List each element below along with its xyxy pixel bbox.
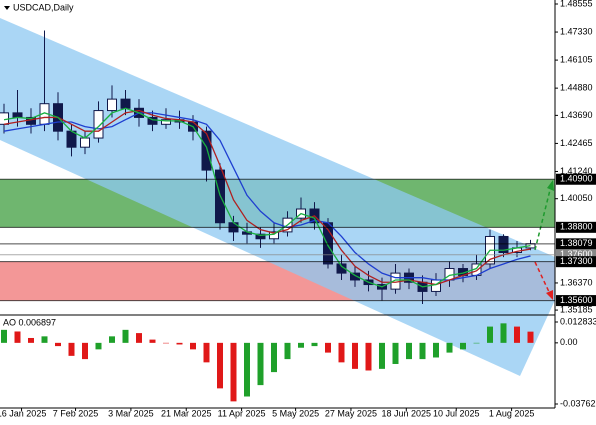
candle-body xyxy=(120,98,131,109)
y-tick-label: 1.40050 xyxy=(560,193,593,203)
candle-body xyxy=(161,119,171,125)
level-label-box xyxy=(556,295,596,307)
osc-bar xyxy=(460,342,466,350)
candle-body xyxy=(93,110,104,139)
x-tick-label: 11 Apr 2025 xyxy=(218,408,266,418)
osc-bar xyxy=(203,342,210,363)
y-tick-label: 1.47330 xyxy=(560,26,593,36)
osc-bar xyxy=(82,342,88,360)
level-label: 1.35600 xyxy=(560,295,593,305)
osc-bar xyxy=(95,342,102,350)
moving-average xyxy=(3,107,531,288)
osc-bar xyxy=(230,342,237,402)
osc-bar xyxy=(55,342,61,347)
level-label: 1.38079 xyxy=(560,238,593,248)
level-label-box xyxy=(556,173,596,185)
osc-bar xyxy=(433,342,439,358)
osc-bar xyxy=(217,342,223,389)
x-tick-label: 5 May 2025 xyxy=(272,408,319,418)
osc-bar xyxy=(136,333,142,343)
osc-bar xyxy=(190,342,196,350)
osc-bar xyxy=(68,342,75,356)
x-tick-label: 27 May 2025 xyxy=(325,408,377,418)
candle-body xyxy=(12,112,23,118)
osc-bar xyxy=(122,329,129,343)
level-label: 1.37600 xyxy=(560,249,593,259)
chart-title: USDCAD,Daily xyxy=(13,2,74,12)
menu-icon[interactable] xyxy=(4,6,10,10)
candle-body xyxy=(107,98,117,112)
osc-bar xyxy=(271,342,277,373)
level-label-box xyxy=(556,238,596,250)
level-label: 1.38800 xyxy=(560,222,593,232)
y-tick-label: 1.42465 xyxy=(560,138,593,148)
osc-bar xyxy=(419,342,426,360)
y-tick-label: 1.36370 xyxy=(560,277,593,287)
x-tick-label: 3 Mar 2025 xyxy=(108,408,154,418)
osc-bar xyxy=(28,337,34,343)
osc-tick-label: 0.012833 xyxy=(560,316,596,326)
osc-bar xyxy=(325,342,331,353)
osc-bar xyxy=(176,342,183,345)
osc-bar xyxy=(514,326,520,343)
forecast-down-arrowhead xyxy=(546,290,553,300)
osc-bar xyxy=(244,342,250,397)
osc-bar xyxy=(284,342,291,360)
osc-tick-label: 0.00 xyxy=(560,337,578,347)
osc-bar xyxy=(446,342,453,353)
x-tick-label: 7 Feb 2025 xyxy=(53,408,99,418)
osc-bar xyxy=(41,336,48,343)
x-tick-label: 21 Mar 2025 xyxy=(161,408,212,418)
forecast-down-arrow xyxy=(534,261,551,295)
y-tick-label: 1.43690 xyxy=(560,110,593,120)
osc-bar xyxy=(338,342,345,363)
osc-bar xyxy=(1,329,7,343)
y-tick-label: 1.46105 xyxy=(560,54,593,64)
osc-bar xyxy=(365,342,372,371)
osc-bar xyxy=(257,342,264,386)
candle-body xyxy=(201,130,212,171)
level-label-box xyxy=(556,221,596,233)
x-tick-label: 1 Aug 2025 xyxy=(489,408,535,418)
candle-body xyxy=(269,231,279,240)
level-label: 1.37300 xyxy=(560,256,593,266)
osc-bar xyxy=(163,342,169,344)
x-tick-label: 16 Jan 2025 xyxy=(0,408,46,418)
level-label: 1.40900 xyxy=(560,174,593,184)
candle-body xyxy=(80,137,90,148)
osc-bar xyxy=(311,342,318,347)
y-tick-label: 1.41240 xyxy=(560,166,593,176)
osc-bar xyxy=(473,342,480,344)
y-tick-label: 1.44880 xyxy=(560,83,593,93)
forecast-up-arrow xyxy=(534,185,552,251)
y-tick-label: 1.35185 xyxy=(560,304,593,314)
level-label-box xyxy=(556,249,596,261)
osc-bar xyxy=(379,342,385,369)
indicator-label: AO 0.006897 xyxy=(3,317,56,327)
osc-bar xyxy=(298,342,304,348)
y-tick-label: 1.48555 xyxy=(560,0,593,8)
level-label-box xyxy=(556,256,596,268)
osc-bar xyxy=(149,339,156,343)
moving-average xyxy=(3,109,531,286)
candle-body xyxy=(66,130,77,148)
osc-bar xyxy=(487,326,493,343)
forecast-up-arrowhead xyxy=(547,180,554,191)
osc-bar xyxy=(352,342,358,369)
osc-bar xyxy=(109,336,115,343)
osc-bar xyxy=(500,323,507,343)
candle-body xyxy=(147,116,158,125)
candle-body xyxy=(255,233,266,240)
osc-bar xyxy=(14,331,21,343)
osc-bar xyxy=(392,342,399,364)
x-tick-label: 10 Jul 2025 xyxy=(433,408,480,418)
candle-body xyxy=(350,272,360,281)
osc-bar xyxy=(406,342,412,360)
x-tick-label: 18 Jun 2025 xyxy=(382,408,432,418)
osc-tick-label: -0.037622 xyxy=(560,398,596,408)
osc-bar xyxy=(527,331,534,343)
candle-body xyxy=(498,235,509,254)
